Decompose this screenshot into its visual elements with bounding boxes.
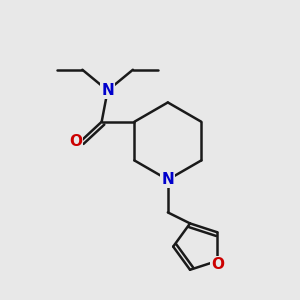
Text: N: N bbox=[101, 83, 114, 98]
Text: O: O bbox=[211, 257, 224, 272]
Text: O: O bbox=[69, 134, 82, 148]
Text: N: N bbox=[161, 172, 174, 187]
